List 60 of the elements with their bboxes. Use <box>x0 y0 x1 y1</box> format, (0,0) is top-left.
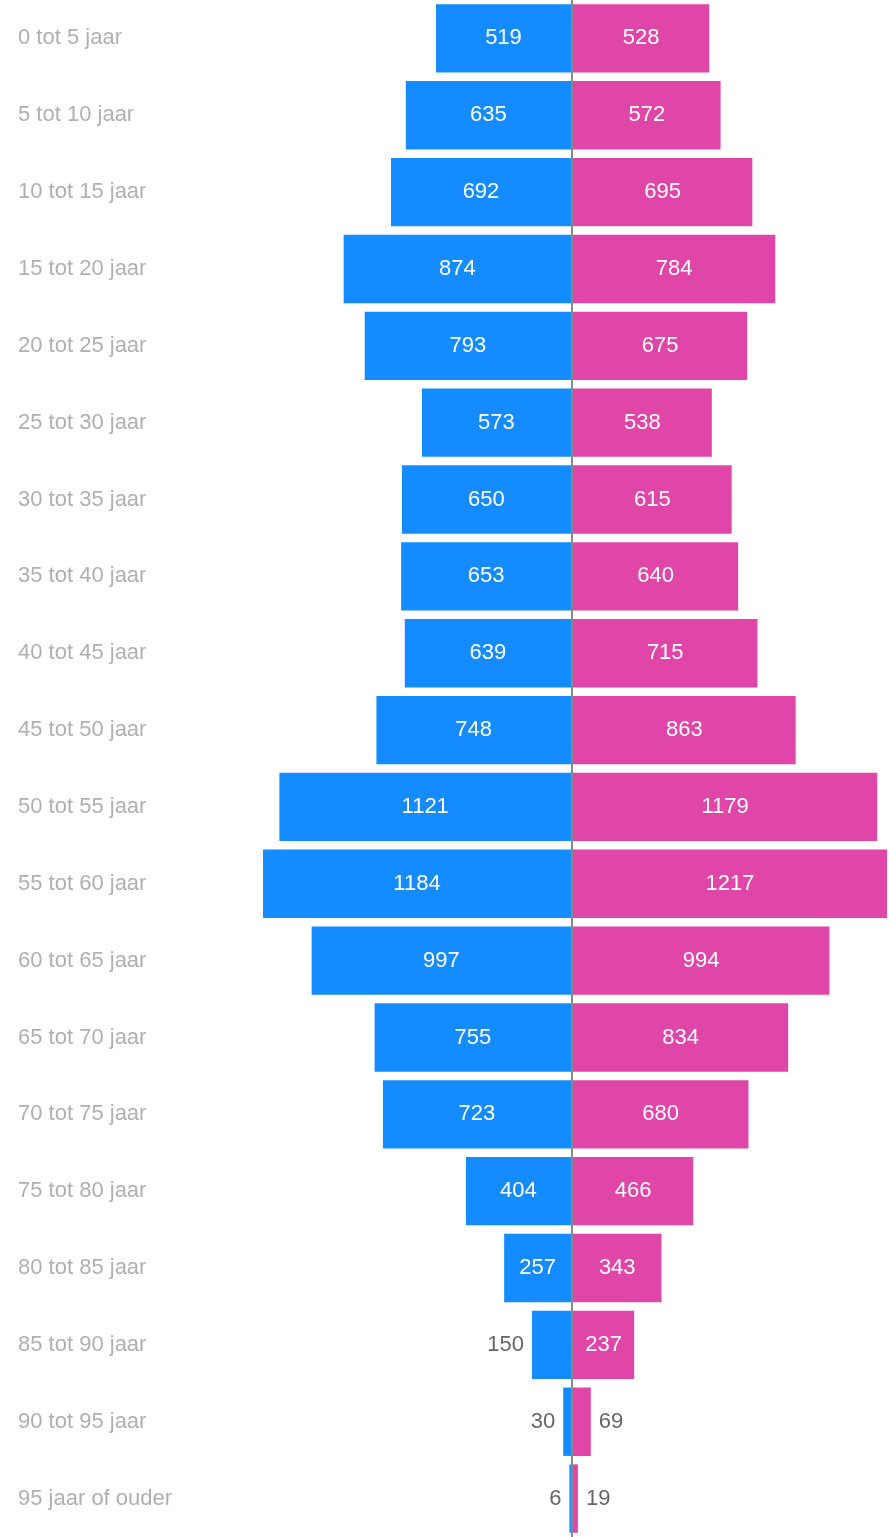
data-label: 519 <box>485 24 522 50</box>
data-label: 639 <box>469 639 507 665</box>
data-label: 793 <box>449 331 487 357</box>
y-tick-label: 45 tot 50 jaar <box>18 716 147 742</box>
y-tick-label: 90 tot 95 jaar <box>18 1407 147 1433</box>
y-tick-label: 40 tot 45 jaar <box>18 639 147 665</box>
data-label: 695 <box>644 178 682 204</box>
data-label: 572 <box>628 101 666 127</box>
data-label: 237 <box>585 1330 622 1356</box>
data-label: 404 <box>500 1177 537 1203</box>
y-tick-label: 30 tot 35 jaar <box>18 485 147 511</box>
y-tick-label: 75 tot 80 jaar <box>18 1177 147 1203</box>
data-label: 755 <box>454 1023 492 1049</box>
y-tick-label: 35 tot 40 jaar <box>18 562 147 588</box>
data-label: 675 <box>641 331 679 357</box>
data-label: 692 <box>462 178 500 204</box>
y-tick-label: 0 tot 5 jaar <box>18 24 122 50</box>
y-tick-label: 55 tot 60 jaar <box>18 869 147 895</box>
data-label: 1121 <box>401 792 449 818</box>
data-label: 528 <box>622 24 660 50</box>
data-label: 343 <box>598 1254 636 1280</box>
y-tick-label: 25 tot 30 jaar <box>18 408 147 434</box>
data-label: 650 <box>468 485 505 511</box>
data-label: 635 <box>470 101 507 127</box>
y-tick-label: 60 tot 65 jaar <box>18 946 147 972</box>
data-label: 257 <box>519 1254 556 1280</box>
data-label: 1184 <box>393 869 441 895</box>
data-label: 723 <box>458 1100 496 1126</box>
data-label: 1179 <box>701 792 749 818</box>
data-label: 653 <box>467 562 505 588</box>
data-label: 150 <box>487 1330 524 1356</box>
data-label: 784 <box>655 255 693 281</box>
y-tick-label: 10 tot 15 jaar <box>18 178 147 204</box>
y-tick-label: 15 tot 20 jaar <box>18 255 147 281</box>
data-label: 715 <box>646 639 684 665</box>
data-label: 6 <box>549 1484 562 1510</box>
data-label: 994 <box>682 946 720 972</box>
y-tick-label: 5 tot 10 jaar <box>18 101 135 127</box>
y-tick-label: 80 tot 85 jaar <box>18 1254 147 1280</box>
data-label: 997 <box>422 946 460 972</box>
data-label: 30 <box>530 1407 556 1433</box>
data-label: 538 <box>624 408 661 434</box>
y-tick-label: 20 tot 25 jaar <box>18 331 147 357</box>
y-tick-label: 95 jaar of ouder <box>18 1484 173 1510</box>
data-label: 680 <box>642 1100 680 1126</box>
data-label: 1217 <box>705 869 755 895</box>
data-label: 19 <box>585 1484 611 1510</box>
data-label: 640 <box>637 562 674 588</box>
y-tick-label: 50 tot 55 jaar <box>18 792 147 818</box>
y-tick-label: 65 tot 70 jaar <box>18 1023 147 1049</box>
data-label: 834 <box>662 1023 699 1049</box>
data-label: 874 <box>438 255 476 281</box>
data-label: 748 <box>455 716 493 742</box>
data-label: 863 <box>665 716 703 742</box>
data-label: 466 <box>614 1177 652 1203</box>
data-label: 69 <box>598 1407 624 1433</box>
y-tick-label: 85 tot 90 jaar <box>18 1330 147 1356</box>
data-label: 573 <box>478 408 515 434</box>
data-label: 615 <box>633 485 671 511</box>
y-tick-label: 70 tot 75 jaar <box>18 1100 147 1126</box>
